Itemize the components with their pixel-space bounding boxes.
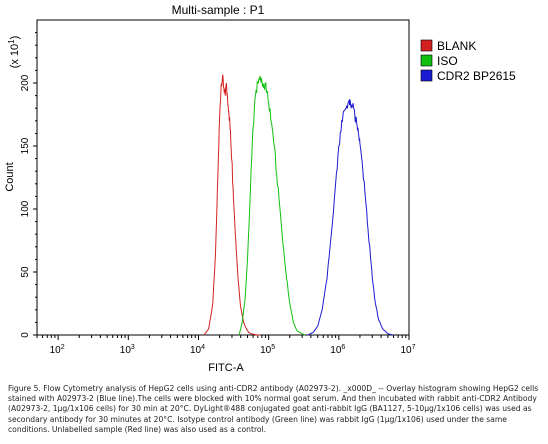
- y-multiplier-suffix: ): [9, 36, 21, 40]
- x-tick-base: 10: [260, 345, 272, 356]
- series-line-blank: [203, 74, 260, 336]
- series-line-iso: [238, 76, 306, 336]
- legend-swatch: [420, 69, 433, 82]
- legend-swatch: [420, 39, 433, 52]
- y-tick-label: 50: [20, 266, 31, 278]
- x-tick-base: 10: [330, 345, 342, 356]
- y-tick-label: 150: [20, 137, 31, 154]
- chart-title: Multi-sample : P1: [172, 3, 265, 17]
- y-tick-label: 100: [20, 200, 31, 217]
- x-tick-label: 104: [190, 344, 205, 356]
- x-tick-label: 106: [330, 344, 345, 356]
- legend-label: BLANK: [437, 39, 476, 53]
- x-tick-label: 107: [400, 344, 415, 356]
- legend-label: ISO: [437, 54, 458, 68]
- x-tick-base: 10: [190, 345, 202, 356]
- x-tick-exponent: 6: [341, 344, 345, 351]
- y-multiplier-prefix: (x 10: [9, 44, 21, 68]
- x-tick-exponent: 2: [61, 344, 65, 351]
- x-tick-label: 105: [260, 344, 275, 356]
- x-tick-base: 10: [50, 345, 62, 356]
- x-tick-exponent: 7: [412, 344, 416, 351]
- series-line-cdr2-bp2615: [307, 98, 394, 336]
- x-tick-base: 10: [120, 345, 132, 356]
- y-tick-label: 200: [20, 74, 31, 91]
- y-multiplier-label: (x 101): [7, 36, 21, 69]
- y-tick-label: 0: [20, 332, 31, 338]
- y-multiplier-exponent: 1: [7, 39, 16, 44]
- figure-caption: Figure 5. Flow Cytometry analysis of Hep…: [8, 384, 539, 434]
- x-tick-label: 103: [120, 344, 135, 356]
- x-tick-label: 102: [50, 344, 65, 356]
- plot-frame: [36, 19, 410, 336]
- x-tick-exponent: 3: [131, 344, 135, 351]
- x-tick-base: 10: [400, 345, 412, 356]
- legend-swatch: [420, 54, 433, 67]
- legend-label: CDR2 BP2615: [437, 69, 516, 83]
- x-tick-exponent: 5: [271, 344, 275, 351]
- y-axis-label: Count: [4, 162, 16, 191]
- x-tick-exponent: 4: [201, 344, 205, 351]
- x-axis-label: FITC-A: [208, 362, 244, 374]
